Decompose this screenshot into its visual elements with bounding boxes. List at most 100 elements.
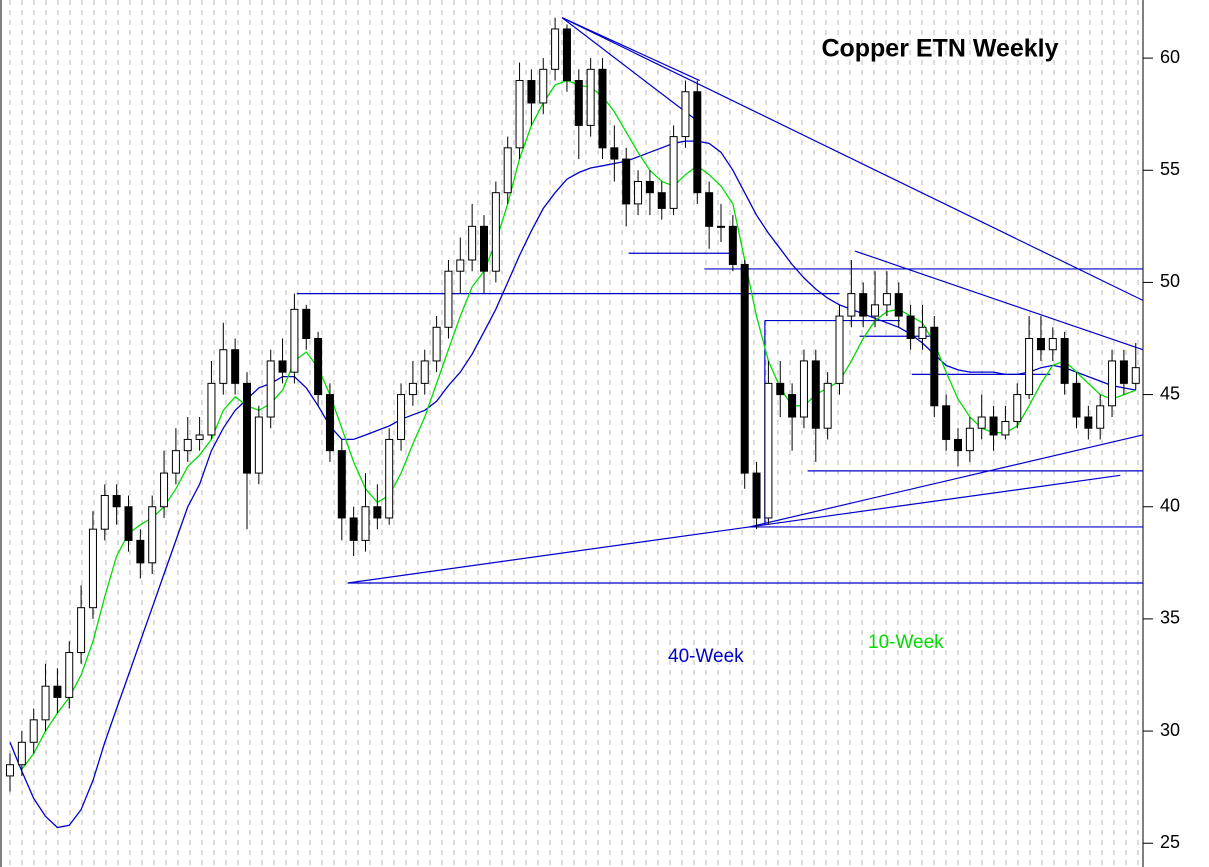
candle-body [539, 68, 548, 104]
y-tick-label: 40 [1160, 495, 1180, 515]
legend-label: 40-Week [668, 646, 744, 667]
candle-body [799, 360, 808, 418]
candle-body [100, 495, 109, 530]
candle-body [965, 427, 974, 452]
trendline [561, 17, 700, 82]
candle-body [1119, 360, 1128, 384]
candle-body [551, 28, 560, 70]
trendline [561, 17, 698, 122]
candle-body [432, 326, 441, 362]
y-tick-label: 45 [1160, 383, 1180, 403]
candle-body [977, 416, 986, 429]
moving-average-line [21, 79, 1137, 770]
candle-body [420, 360, 429, 384]
candle-body [681, 91, 690, 138]
candle-body [195, 434, 204, 440]
candle-body [894, 293, 903, 317]
candle-body [1096, 405, 1105, 429]
candle-body [942, 405, 951, 440]
candle-body [243, 382, 251, 474]
candle-body [278, 360, 287, 373]
candle-body [373, 506, 382, 519]
candle-body [53, 685, 62, 698]
candle-body [219, 349, 228, 384]
candle-body [669, 136, 678, 209]
candle-body [325, 394, 334, 452]
candle-body [574, 80, 583, 126]
candle-body [361, 506, 370, 541]
candle-body [871, 304, 880, 317]
trendline [749, 434, 1143, 528]
candle-body [1084, 416, 1093, 429]
candle-body [456, 259, 465, 272]
candle-body [160, 472, 169, 508]
candle-body [645, 180, 654, 194]
chart-title: Copper ETN Weekly [821, 35, 1058, 63]
candle-body [408, 382, 417, 396]
candle-body [314, 338, 323, 396]
trendline [561, 17, 1144, 301]
y-tick-label: 35 [1160, 608, 1180, 628]
candle-body [634, 180, 643, 205]
candle-body [480, 225, 488, 272]
candle-body [598, 68, 607, 149]
candle-body [740, 263, 749, 474]
candle-body [586, 68, 595, 126]
candle-body [693, 91, 702, 194]
candle-body [1025, 338, 1034, 396]
candle-body [906, 315, 915, 340]
candle-body [77, 607, 86, 654]
candle-body [17, 741, 26, 766]
candle-body [788, 394, 797, 418]
candle-body [503, 147, 512, 194]
candle-body [1013, 394, 1022, 422]
candle-body [1108, 360, 1117, 407]
candle-body [302, 308, 311, 340]
candle-body [491, 192, 500, 272]
candle-body [112, 495, 121, 508]
candle-body [171, 450, 180, 474]
candle-body [835, 315, 844, 384]
y-tick-label: 55 [1160, 159, 1180, 179]
candle-body [349, 517, 358, 541]
y-tick-label: 50 [1160, 271, 1180, 291]
candle-body [41, 685, 50, 721]
candle-body [823, 382, 832, 429]
y-tick-label: 60 [1160, 47, 1180, 67]
candle-body [527, 80, 536, 104]
candle-body [811, 360, 820, 429]
candle-body [930, 326, 939, 407]
candle-body [254, 416, 263, 474]
candle-body [124, 506, 133, 541]
candle-body [148, 506, 157, 564]
candle-body [1036, 338, 1045, 351]
candle-body [1048, 338, 1057, 351]
candle-body [183, 438, 192, 452]
legend-label: 10-Week [868, 632, 944, 653]
candle-body [468, 225, 477, 261]
candle-body [752, 472, 761, 519]
candle-body [88, 528, 97, 609]
candle-body [444, 270, 453, 328]
candle-body [515, 80, 524, 149]
y-tick-label: 30 [1160, 720, 1180, 740]
candle-body [136, 539, 145, 564]
candle-body [207, 382, 216, 436]
candle-body [1001, 420, 1010, 436]
candle-body [610, 147, 619, 160]
candle-body [1060, 338, 1069, 384]
candle-body [562, 28, 571, 82]
trendline [749, 474, 1121, 528]
candle-body [728, 225, 737, 265]
candle-body [1072, 382, 1081, 418]
candle-body [764, 382, 773, 519]
moving-average-line [9, 140, 1136, 829]
candle-body [859, 293, 868, 317]
candle-body [6, 764, 14, 777]
candle-body [657, 192, 666, 209]
candle-body [882, 293, 891, 306]
candle-body [1131, 367, 1140, 384]
candle-body [705, 192, 714, 227]
candle-body [989, 416, 998, 436]
